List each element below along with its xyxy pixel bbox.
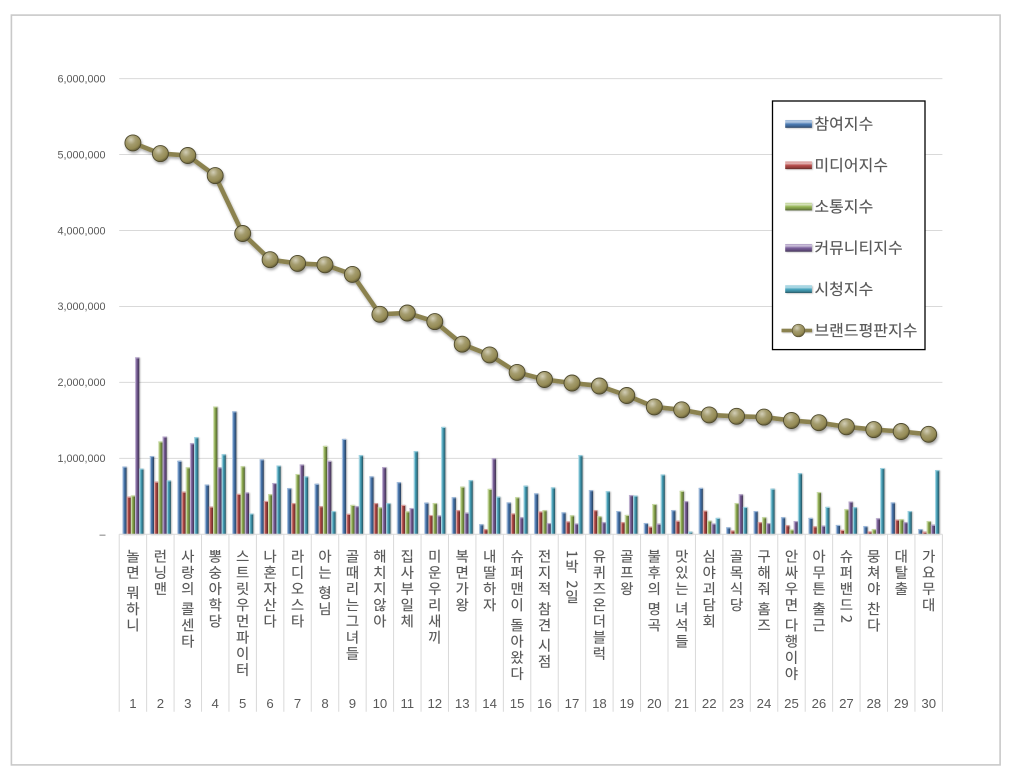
svg-text:28: 28 bbox=[866, 696, 881, 711]
svg-text:2,000,000: 2,000,000 bbox=[57, 377, 105, 389]
svg-text:24: 24 bbox=[757, 696, 772, 711]
svg-text:9: 9 bbox=[349, 696, 356, 711]
svg-text:17: 17 bbox=[565, 696, 580, 711]
svg-text:1,000,000: 1,000,000 bbox=[57, 453, 105, 465]
svg-text:20: 20 bbox=[647, 696, 662, 711]
svg-text:6,000,000: 6,000,000 bbox=[57, 73, 105, 85]
svg-text:3: 3 bbox=[184, 696, 191, 711]
svg-text:8: 8 bbox=[321, 696, 328, 711]
svg-text:23: 23 bbox=[729, 696, 744, 711]
svg-text:22: 22 bbox=[702, 696, 717, 711]
svg-text:14: 14 bbox=[482, 696, 497, 711]
svg-text:7: 7 bbox=[294, 696, 301, 711]
svg-text:10: 10 bbox=[373, 696, 388, 711]
svg-text:4: 4 bbox=[212, 696, 219, 711]
svg-text:5: 5 bbox=[239, 696, 246, 711]
svg-text:12: 12 bbox=[427, 696, 442, 711]
svg-text:6: 6 bbox=[266, 696, 273, 711]
svg-text:11: 11 bbox=[400, 696, 414, 711]
svg-text:5,000,000: 5,000,000 bbox=[57, 149, 105, 161]
svg-text:26: 26 bbox=[812, 696, 827, 711]
svg-text:16: 16 bbox=[537, 696, 552, 711]
svg-text:30: 30 bbox=[921, 696, 936, 711]
svg-text:19: 19 bbox=[619, 696, 634, 711]
svg-text:18: 18 bbox=[592, 696, 607, 711]
svg-text:21: 21 bbox=[674, 696, 689, 711]
svg-text:15: 15 bbox=[510, 696, 525, 711]
svg-text:2: 2 bbox=[157, 696, 164, 711]
svg-text:27: 27 bbox=[839, 696, 854, 711]
svg-text:13: 13 bbox=[455, 696, 470, 711]
svg-text:3,000,000: 3,000,000 bbox=[57, 301, 105, 313]
svg-text:4,000,000: 4,000,000 bbox=[57, 225, 105, 237]
svg-text:–: – bbox=[99, 529, 105, 541]
svg-text:1: 1 bbox=[129, 696, 136, 711]
svg-text:25: 25 bbox=[784, 696, 799, 711]
svg-text:29: 29 bbox=[894, 696, 909, 711]
